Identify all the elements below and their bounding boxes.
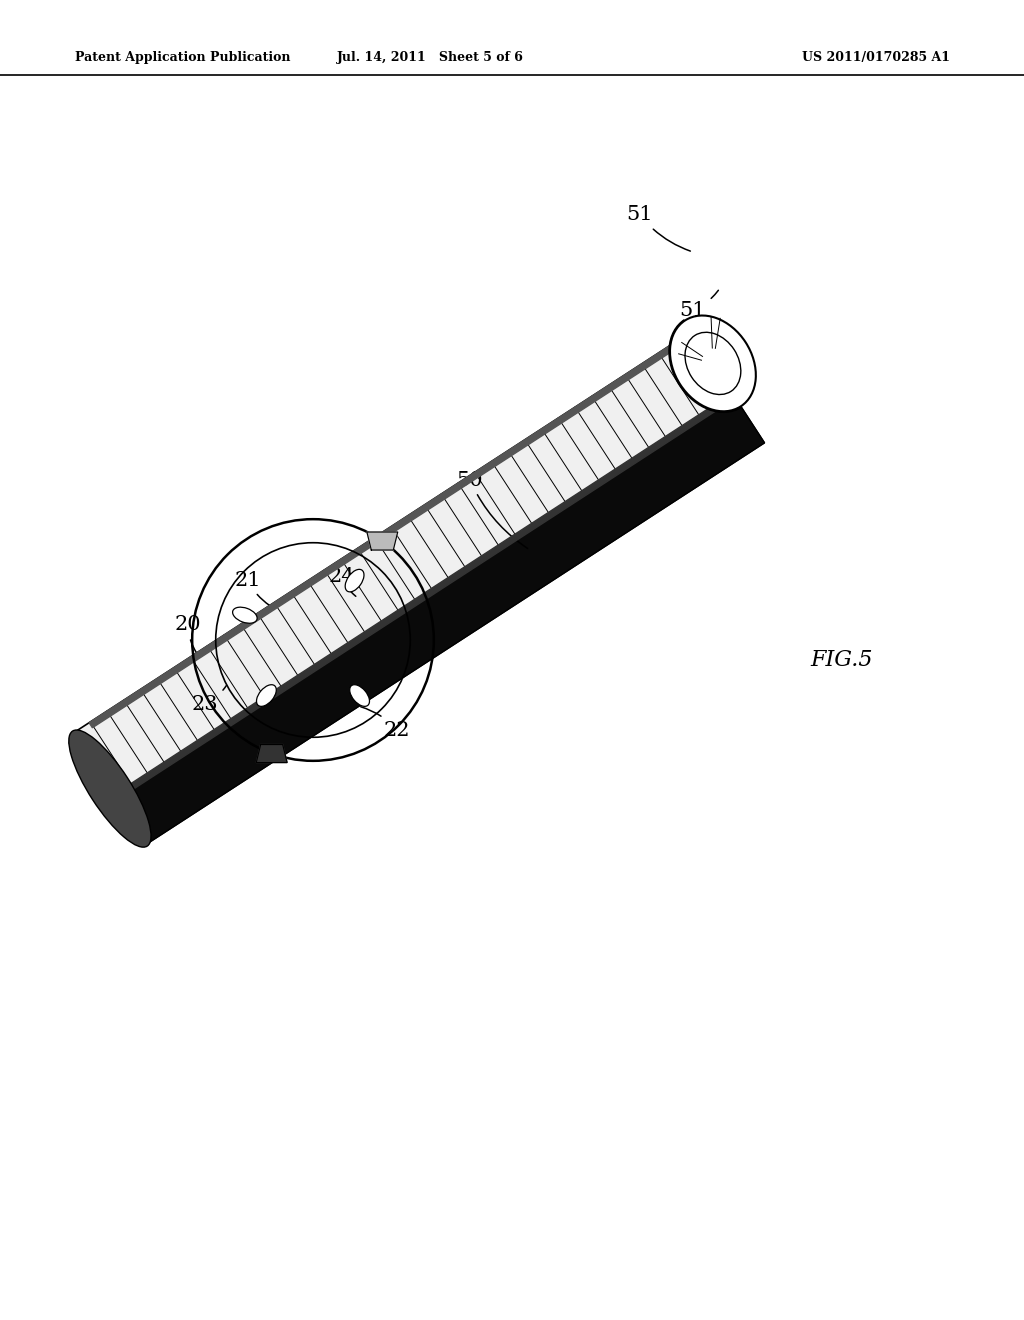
Text: 23: 23 <box>191 685 226 714</box>
Polygon shape <box>367 532 397 550</box>
Text: 22: 22 <box>360 706 411 739</box>
Ellipse shape <box>345 569 364 591</box>
Polygon shape <box>116 396 765 845</box>
Polygon shape <box>74 331 734 797</box>
Ellipse shape <box>69 730 152 847</box>
Text: 50: 50 <box>457 470 527 549</box>
Ellipse shape <box>685 333 740 395</box>
Text: Patent Application Publication: Patent Application Publication <box>75 51 291 65</box>
Ellipse shape <box>232 607 257 623</box>
Polygon shape <box>256 744 287 763</box>
Text: 21: 21 <box>234 570 269 606</box>
Ellipse shape <box>670 315 756 412</box>
Text: 20: 20 <box>175 615 202 652</box>
Ellipse shape <box>350 685 370 706</box>
Polygon shape <box>89 342 680 727</box>
Text: US 2011/0170285 A1: US 2011/0170285 A1 <box>802 51 950 65</box>
Text: 24: 24 <box>329 568 355 597</box>
Polygon shape <box>129 403 720 789</box>
Ellipse shape <box>256 685 276 706</box>
Text: FIG.5: FIG.5 <box>810 649 872 671</box>
Text: 51: 51 <box>627 206 690 251</box>
Text: Jul. 14, 2011   Sheet 5 of 6: Jul. 14, 2011 Sheet 5 of 6 <box>337 51 523 65</box>
Text: 51: 51 <box>680 290 719 319</box>
